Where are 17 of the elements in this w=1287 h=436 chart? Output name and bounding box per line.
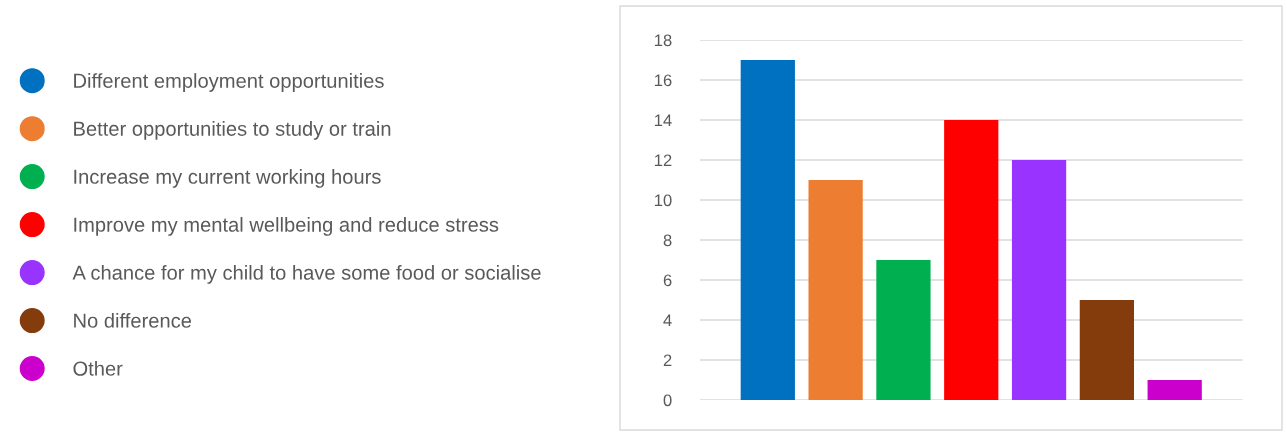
y-tick-label: 8 xyxy=(663,234,672,247)
legend-label: Different employment opportunities xyxy=(74,73,384,92)
y-tick-label: 18 xyxy=(654,34,672,47)
legend-label: A chance for my child to have some food or socialise xyxy=(72,265,541,284)
y-tick-label: 4 xyxy=(663,314,672,327)
y-tick-label: 6 xyxy=(663,274,672,287)
legend-label: Improve my mental wellbeing and reduce stress xyxy=(74,217,499,236)
legend-label: Other xyxy=(73,360,123,376)
y-tick-label: 2 xyxy=(663,354,672,367)
y-tick-label: 14 xyxy=(654,114,672,127)
legend-label: Increase my current working hours xyxy=(74,169,381,188)
y-tick-label: 16 xyxy=(654,74,672,87)
legend-label: Better opportunities to study or train xyxy=(74,121,391,140)
legend-label: No difference xyxy=(74,313,192,328)
y-tick-label: 0 xyxy=(663,394,672,407)
y-tick-label: 10 xyxy=(654,194,672,207)
y-tick-label: 12 xyxy=(654,154,672,167)
